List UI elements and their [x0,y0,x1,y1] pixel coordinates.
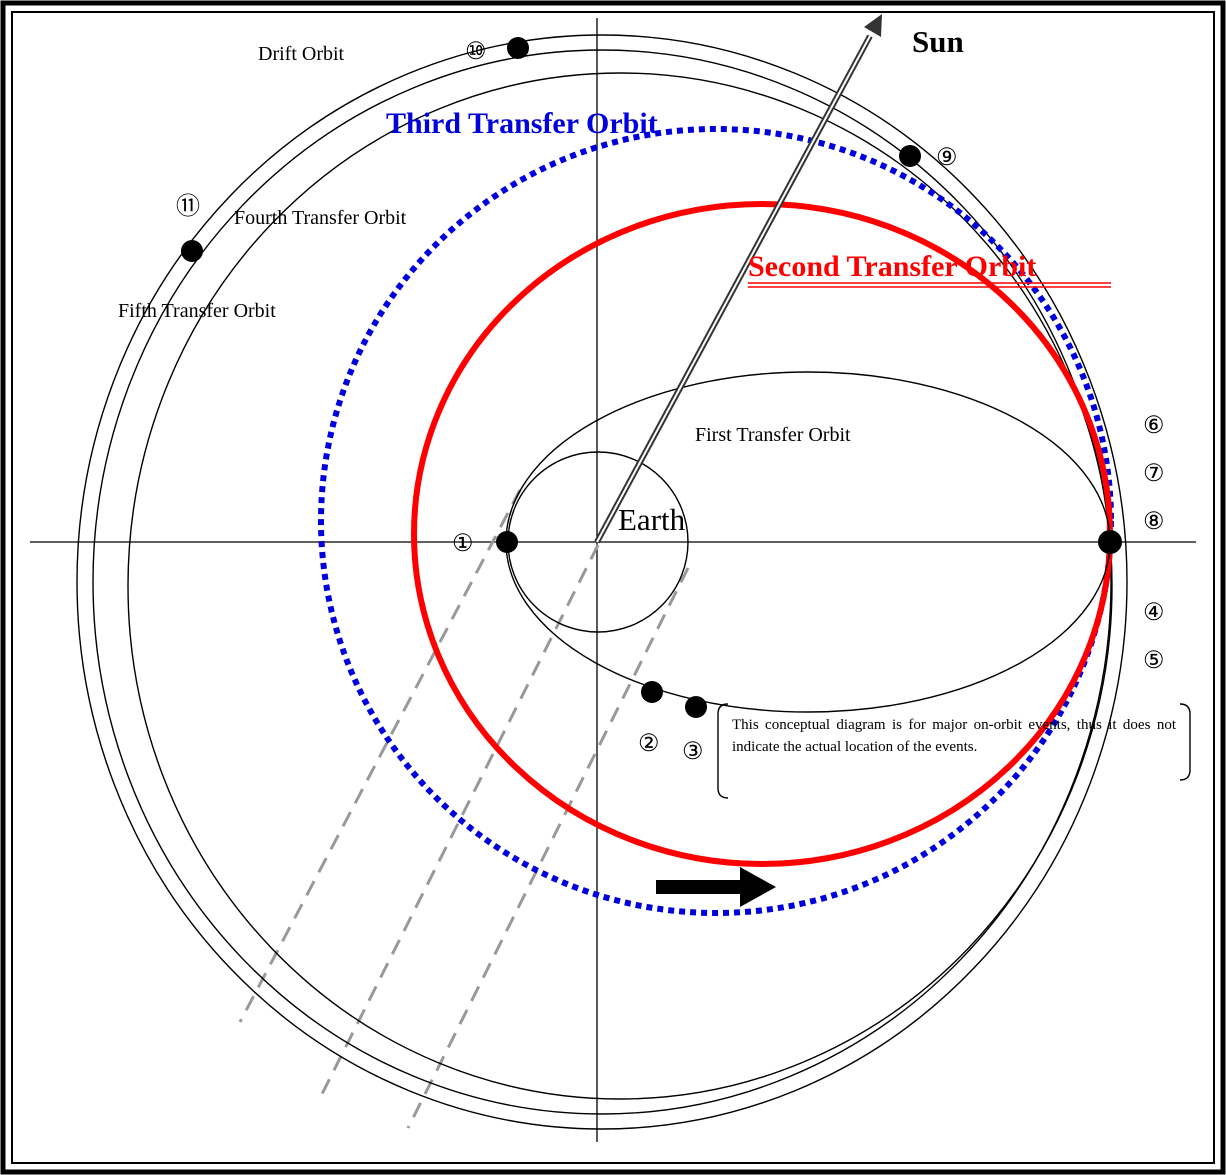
sun-label: Sun [912,24,964,59]
note-bracket [717,703,1191,799]
event-dot-1 [496,531,518,553]
earth-label: Earth [618,502,686,537]
first-transfer-orbit-label: First Transfer Orbit [695,424,851,446]
fifth-transfer-orbit-label: Fifth Transfer Orbit [118,300,276,322]
shadow-line-right [406,567,690,1129]
event-dot-9 [899,145,921,167]
sun-direction-arrow [594,14,882,544]
inner-frame [11,11,1215,1164]
event-dot-4-8 [1098,530,1122,554]
event-number-8: ⑧ [1143,509,1165,535]
note-bracket-right [1179,703,1191,781]
shadow-line-center [316,544,600,1103]
event-numbers: ① ② ③ ④ ⑤ ⑥ ⑦ ⑧ ⑨ ⑩ ⑪ [176,39,1165,765]
event-number-9: ⑨ [936,145,958,171]
event-number-10: ⑩ [465,39,487,65]
drift-orbit-label: Drift Orbit [258,43,345,65]
note-bracket-left [717,703,729,799]
sun-arrowhead [864,14,882,37]
event-dots [181,37,1122,718]
shadow-line-left [238,489,522,1023]
disclaimer-note: This conceptual diagram is for major on-… [732,717,1176,755]
event-number-4: ④ [1143,600,1165,626]
fourth-transfer-orbit-label: Fourth Transfer Orbit [234,207,407,229]
event-number-7: ⑦ [1143,461,1165,487]
shadow-lines [238,489,690,1129]
event-number-3: ③ [682,739,704,765]
event-number-5: ⑤ [1143,648,1165,674]
drift-orbit [76,34,1128,1130]
third-transfer-orbit-label: Third Transfer Orbit [386,107,658,140]
event-number-11: ⑪ [176,193,200,220]
second-transfer-orbit-label: Second Transfer Orbit [748,250,1036,283]
event-number-1: ① [452,531,474,557]
event-dot-11 [181,240,203,262]
event-dot-10 [507,37,529,59]
event-number-6: ⑥ [1143,413,1165,439]
fourth-transfer-orbit [127,72,1113,1100]
event-dot-3 [685,696,707,718]
motion-direction-arrow [656,867,776,907]
event-number-2: ② [638,731,660,757]
fifth-transfer-orbit [92,49,1112,1115]
outer-orbits [76,34,1128,1130]
event-dot-2 [641,681,663,703]
